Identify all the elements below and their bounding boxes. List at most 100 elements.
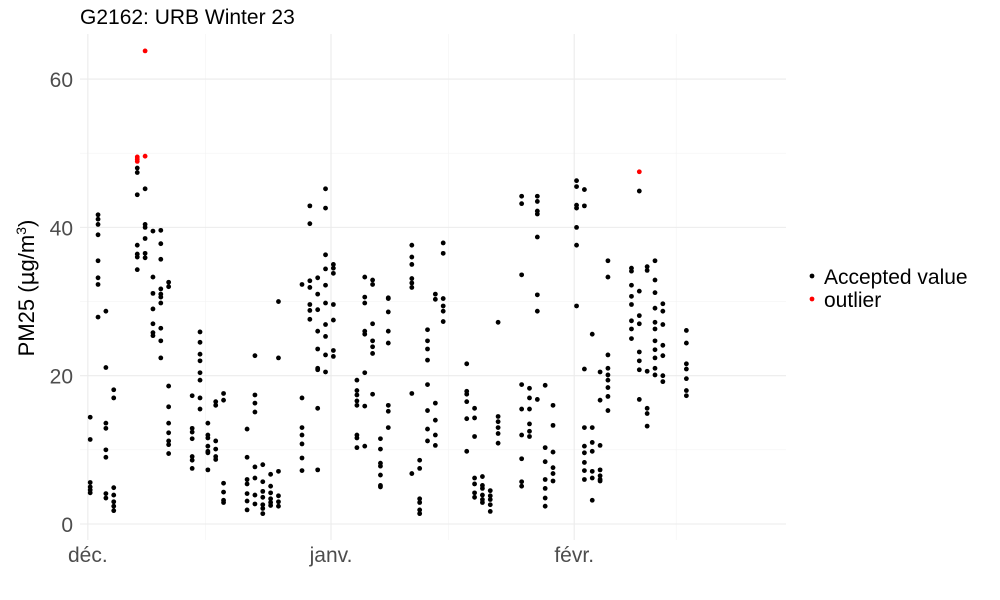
data-point — [385, 309, 391, 315]
data-point — [103, 454, 109, 460]
data-point — [409, 471, 415, 476]
data-point — [652, 326, 658, 332]
data-point — [519, 193, 525, 199]
data-point — [189, 429, 195, 435]
data-point — [464, 448, 470, 454]
data-point — [425, 338, 430, 344]
data-point — [111, 492, 117, 498]
data-point — [362, 331, 368, 337]
data-point — [487, 493, 493, 499]
data-point — [519, 406, 525, 412]
data-point — [189, 436, 195, 442]
data-point — [95, 258, 101, 264]
y-tick-label: 60 — [50, 69, 73, 92]
data-point — [409, 254, 415, 260]
data-point — [683, 376, 689, 382]
y-axis-title-sup: 3 — [13, 227, 29, 235]
data-point — [330, 262, 336, 267]
data-point — [315, 467, 321, 473]
data-point — [409, 262, 415, 267]
data-point — [636, 169, 642, 175]
data-point — [519, 201, 525, 207]
data-point — [542, 445, 548, 451]
data-point — [534, 199, 540, 204]
data-point — [629, 293, 634, 299]
data-point — [330, 302, 336, 307]
data-point — [268, 490, 274, 496]
data-point — [519, 382, 525, 387]
data-point — [315, 307, 321, 313]
data-point — [95, 275, 101, 281]
data-point — [589, 331, 595, 337]
data-point — [425, 327, 430, 333]
data-point — [409, 242, 415, 248]
data-point — [472, 481, 477, 487]
data-point — [354, 402, 360, 408]
data-point — [111, 508, 117, 514]
data-point — [605, 377, 611, 383]
data-point — [323, 333, 328, 339]
data-point — [252, 409, 258, 415]
data-point — [252, 464, 258, 470]
data-point — [111, 395, 117, 401]
data-point — [166, 451, 172, 456]
data-point — [150, 290, 156, 296]
y-axis-title-main: PM25 ( — [14, 285, 39, 357]
data-point — [519, 432, 525, 438]
data-point — [260, 502, 266, 508]
data-point — [197, 395, 203, 401]
data-point — [480, 500, 485, 505]
data-point — [432, 417, 438, 423]
data-point — [244, 426, 250, 432]
data-point — [581, 187, 587, 192]
data-point — [464, 391, 470, 397]
data-point — [432, 400, 438, 406]
data-point — [244, 507, 250, 513]
data-point — [323, 266, 328, 272]
data-point — [134, 251, 140, 257]
data-point — [111, 503, 117, 509]
data-point — [636, 367, 642, 373]
data-points — [87, 48, 689, 517]
data-point — [166, 430, 172, 436]
data-point — [652, 338, 658, 344]
data-point — [487, 488, 493, 494]
data-point — [527, 428, 532, 434]
data-point — [221, 391, 226, 396]
data-point — [440, 303, 446, 309]
data-point — [134, 242, 140, 248]
data-point — [629, 282, 634, 288]
data-point — [440, 319, 446, 324]
data-point — [323, 369, 328, 375]
data-point — [213, 457, 219, 462]
data-point — [221, 500, 226, 505]
data-point — [260, 506, 266, 511]
data-point — [330, 348, 336, 353]
data-point — [197, 329, 203, 335]
data-point — [244, 491, 250, 496]
data-point — [166, 284, 172, 290]
data-point — [323, 252, 328, 258]
data-point — [189, 425, 195, 431]
data-point — [464, 361, 470, 367]
data-point — [417, 511, 423, 517]
data-point — [213, 399, 219, 405]
data-point — [150, 321, 156, 327]
data-point — [166, 420, 172, 426]
data-point — [276, 493, 281, 499]
y-tick-label: 40 — [50, 217, 73, 240]
data-point — [636, 321, 642, 327]
data-point — [378, 463, 383, 469]
data-point — [660, 342, 666, 348]
data-point — [330, 317, 336, 323]
data-point — [550, 465, 556, 471]
data-point — [134, 170, 140, 175]
data-point — [550, 422, 556, 428]
data-point — [244, 477, 250, 482]
data-point — [378, 472, 383, 478]
data-point — [252, 475, 258, 481]
data-point — [425, 438, 430, 444]
data-point — [581, 468, 587, 474]
data-point — [605, 394, 611, 399]
data-point — [487, 508, 493, 514]
